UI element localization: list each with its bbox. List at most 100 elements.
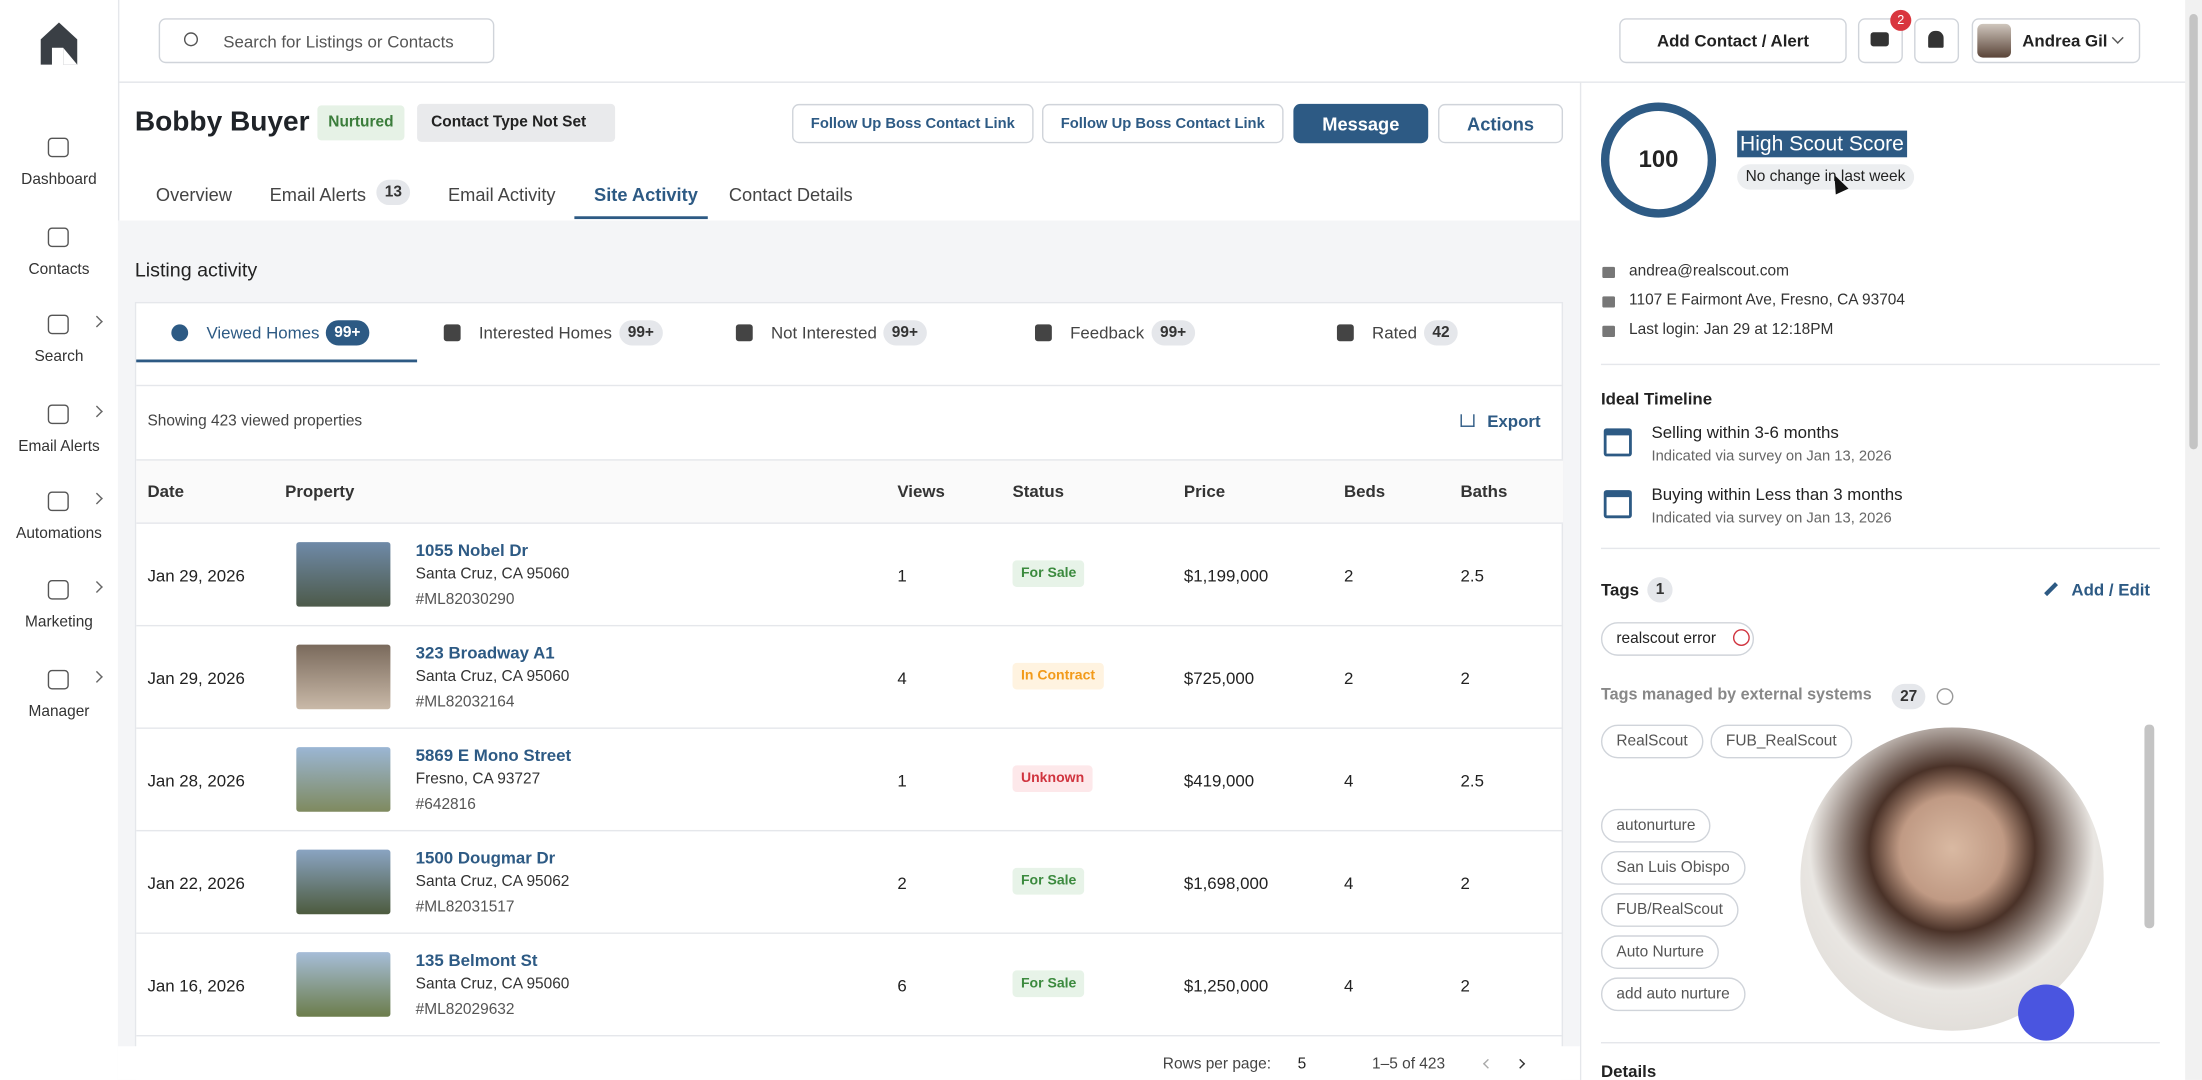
contact-type-select[interactable]: Contact Type Not Set bbox=[417, 103, 616, 142]
user-name: Andrea Gil bbox=[2022, 30, 2108, 51]
section-title: Tags managed by external systems bbox=[1600, 686, 1872, 704]
contact-info: 1107 E Fairmont Ave, Fresno, CA 93704 bbox=[1629, 292, 1905, 309]
chat-launcher[interactable] bbox=[2018, 984, 2075, 1041]
score-value: 100 bbox=[1638, 146, 1679, 173]
add-edit-button[interactable]: Add / Edit bbox=[2071, 579, 2151, 600]
external-tag: FUB_RealScout bbox=[1710, 724, 1853, 759]
property-address[interactable]: 135 Belmont St bbox=[415, 950, 538, 971]
timeline-note: Indicated via survey on Jan 13, 2026 bbox=[1651, 509, 1892, 527]
subtab[interactable]: Rated bbox=[1372, 322, 1418, 343]
property-photo bbox=[296, 747, 391, 812]
status-badge: Nurtured bbox=[317, 105, 405, 141]
property-mls: #ML82031517 bbox=[415, 898, 515, 916]
scroll-thumb bbox=[2189, 14, 2198, 450]
bell-icon bbox=[1928, 30, 1944, 48]
row-divider bbox=[136, 932, 1564, 934]
cell-baths: 2 bbox=[1460, 976, 1470, 996]
divider bbox=[136, 384, 1564, 387]
nav-item[interactable]: Search bbox=[34, 348, 84, 366]
external-tag: add auto nurture bbox=[1600, 977, 1746, 1012]
external-tag: FUB/RealScout bbox=[1600, 893, 1739, 927]
divider bbox=[117, 81, 2202, 83]
alerts-button[interactable] bbox=[1914, 18, 1960, 64]
tab-underline bbox=[574, 216, 708, 220]
property-photo bbox=[296, 644, 391, 710]
tab[interactable]: Email Activity bbox=[447, 183, 556, 206]
tag-chip: realscout error bbox=[1600, 622, 1754, 656]
rows-per-page-select[interactable]: 5 bbox=[1297, 1056, 1307, 1073]
property-city: Santa Cruz, CA 95060 bbox=[415, 668, 570, 686]
action-button[interactable]: Message bbox=[1293, 103, 1429, 144]
divider bbox=[1600, 1042, 2160, 1044]
info-icon bbox=[1602, 296, 1615, 308]
chat-button[interactable] bbox=[1857, 18, 1903, 64]
external-tag: autonurture bbox=[1600, 808, 1711, 843]
calendar-icon bbox=[1603, 428, 1632, 457]
contact-info: Last login: Jan 29 at 12:18PM bbox=[1629, 321, 1834, 339]
subtab[interactable]: Viewed Homes bbox=[206, 322, 320, 343]
divider bbox=[1579, 81, 1582, 1080]
tab[interactable]: Site Activity bbox=[594, 183, 698, 206]
nav-icon bbox=[47, 491, 69, 512]
score-label: High Scout Score bbox=[1737, 130, 1907, 158]
tab[interactable]: Email Alerts bbox=[269, 183, 367, 206]
table-header bbox=[136, 459, 1564, 524]
cell-date: Jan 28, 2026 bbox=[147, 770, 245, 791]
nav-item[interactable]: Dashboard bbox=[21, 171, 97, 189]
cell-beds: 4 bbox=[1343, 873, 1354, 894]
property-address[interactable]: 1500 Dougmar Dr bbox=[415, 848, 556, 868]
action-button[interactable]: Follow Up Boss Contact Link bbox=[1042, 103, 1284, 144]
row-divider bbox=[136, 829, 1564, 832]
property-address[interactable]: 323 Broadway A1 bbox=[415, 643, 555, 663]
video-overlay bbox=[1800, 727, 2104, 1031]
add-button[interactable]: Add Contact / Alert bbox=[1619, 18, 1847, 64]
nav-item[interactable]: Marketing bbox=[25, 613, 93, 631]
action-button-label: Follow Up Boss Contact Link bbox=[810, 115, 1015, 133]
calendar-icon bbox=[1603, 490, 1632, 519]
action-button[interactable]: Follow Up Boss Contact Link bbox=[792, 103, 1034, 144]
property-city: Santa Cruz, CA 95060 bbox=[415, 565, 570, 583]
cell-beds: 2 bbox=[1343, 668, 1354, 689]
nav-icon bbox=[47, 669, 69, 690]
subtab[interactable]: Not Interested bbox=[770, 322, 877, 343]
tab-count: 13 bbox=[376, 179, 411, 206]
user-menu[interactable] bbox=[1971, 18, 2141, 64]
cell-date: Jan 29, 2026 bbox=[147, 565, 245, 586]
property-city: Santa Cruz, CA 95062 bbox=[415, 873, 570, 891]
property-address[interactable]: 1055 Nobel Dr bbox=[415, 540, 529, 561]
export-button[interactable]: Export bbox=[1487, 411, 1541, 432]
nav-item[interactable]: Automations bbox=[16, 525, 102, 543]
remove-tag[interactable] bbox=[1732, 629, 1750, 646]
search-placeholder: Search for Listings or Contacts bbox=[223, 32, 454, 52]
column-header: Date bbox=[147, 481, 184, 502]
nav-item[interactable]: Manager bbox=[28, 703, 90, 721]
subtab[interactable]: Feedback bbox=[1070, 322, 1145, 343]
property-city: Fresno, CA 93727 bbox=[415, 770, 541, 788]
action-button-label: Follow Up Boss Contact Link bbox=[1060, 115, 1265, 133]
cell-beds: 4 bbox=[1343, 770, 1354, 791]
search-box[interactable] bbox=[158, 18, 495, 64]
property-address[interactable]: 5869 E Mono Street bbox=[415, 745, 572, 766]
status-badge: In Contract bbox=[1012, 662, 1104, 690]
nav-icon bbox=[47, 227, 69, 248]
nav-item[interactable]: Email Alerts bbox=[18, 438, 100, 456]
external-tag: Auto Nurture bbox=[1600, 935, 1720, 969]
rows-per-page-label: Rows per page: bbox=[1162, 1056, 1271, 1073]
row-divider bbox=[136, 624, 1564, 627]
tab[interactable]: Contact Details bbox=[728, 183, 853, 206]
timeline-title: Selling within 3-6 months bbox=[1651, 422, 1839, 443]
action-button[interactable]: Actions bbox=[1438, 103, 1564, 144]
cell-baths: 2 bbox=[1460, 668, 1470, 689]
cell-date: Jan 29, 2026 bbox=[147, 668, 245, 689]
subtab-icon bbox=[1336, 324, 1354, 342]
column-header: Property bbox=[285, 481, 355, 502]
nav-icon bbox=[47, 314, 69, 335]
cell-beds: 2 bbox=[1343, 565, 1354, 586]
tab[interactable]: Overview bbox=[155, 183, 232, 206]
subtab[interactable]: Interested Homes bbox=[478, 322, 612, 343]
nav-item[interactable]: Contacts bbox=[28, 261, 90, 279]
section-title: Tags bbox=[1600, 579, 1640, 600]
property-photo bbox=[296, 952, 391, 1017]
subtab-count: 99+ bbox=[619, 320, 663, 346]
